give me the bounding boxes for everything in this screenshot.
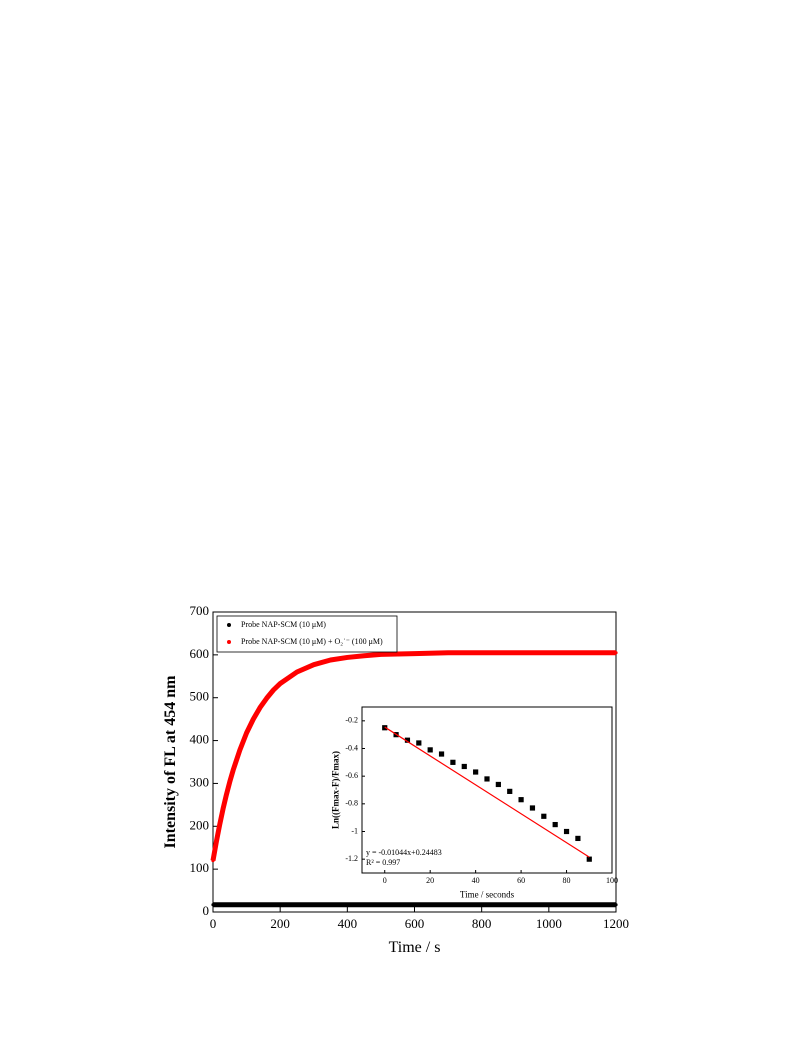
data-point bbox=[541, 813, 547, 819]
data-point bbox=[586, 856, 592, 862]
data-point bbox=[312, 903, 316, 907]
x-tick-label: 1200 bbox=[603, 916, 629, 931]
x-tick-label: 400 bbox=[338, 916, 358, 931]
y-tick-label: -1.2 bbox=[345, 854, 358, 863]
y-tick-label: -0.8 bbox=[345, 799, 358, 808]
data-point bbox=[412, 651, 417, 656]
annotation: y = -0.01044x+0.24483 bbox=[366, 848, 442, 857]
data-point bbox=[614, 651, 618, 655]
y-tick-label: 100 bbox=[190, 860, 210, 875]
data-point bbox=[211, 858, 215, 863]
data-point bbox=[238, 748, 242, 752]
data-point bbox=[345, 655, 349, 660]
data-point bbox=[547, 651, 551, 655]
x-tick-label: 20 bbox=[426, 876, 434, 885]
data-point bbox=[614, 903, 618, 907]
legend-marker bbox=[227, 640, 231, 644]
data-point bbox=[513, 651, 517, 655]
data-point bbox=[427, 747, 433, 753]
data-point bbox=[295, 670, 299, 674]
x-tick-label: 200 bbox=[270, 916, 290, 931]
data-point bbox=[244, 903, 249, 907]
data-point bbox=[258, 705, 262, 710]
data-point bbox=[484, 776, 490, 782]
data-point bbox=[228, 780, 232, 784]
x-tick-label: 0 bbox=[210, 916, 217, 931]
data-point bbox=[224, 792, 229, 797]
y-tick-label: -0.6 bbox=[345, 771, 358, 780]
data-point bbox=[412, 903, 417, 907]
data-point bbox=[507, 788, 513, 794]
x-tick-label: 800 bbox=[472, 916, 492, 931]
y-axis-label: Ln((Fmax-F)/Fmax) bbox=[330, 751, 340, 829]
legend-label: Probe NAP-SCM (10 μM) bbox=[241, 620, 326, 629]
data-point bbox=[379, 652, 383, 657]
y-tick-label: 700 bbox=[190, 603, 210, 618]
data-point bbox=[446, 903, 450, 907]
data-point bbox=[416, 740, 422, 746]
data-point bbox=[404, 737, 411, 743]
data-point bbox=[529, 805, 536, 811]
data-point bbox=[218, 822, 222, 827]
legend-box bbox=[216, 615, 398, 653]
data-point bbox=[362, 654, 366, 658]
data-point bbox=[480, 651, 484, 655]
data-point bbox=[271, 688, 276, 692]
data-point bbox=[345, 903, 349, 907]
x-tick-label: 40 bbox=[472, 876, 480, 885]
y-tick-label: 400 bbox=[190, 732, 210, 747]
legend-marker bbox=[227, 623, 231, 627]
fit-line bbox=[384, 726, 590, 858]
y-tick-label: 0 bbox=[203, 903, 210, 918]
data-point bbox=[518, 797, 524, 803]
x-tick-label: 600 bbox=[405, 916, 425, 931]
x-axis-label: Time / s bbox=[389, 939, 441, 956]
data-point bbox=[473, 769, 479, 775]
data-point bbox=[461, 763, 467, 770]
y-tick-label: 600 bbox=[190, 646, 210, 661]
data-point bbox=[312, 663, 316, 667]
x-tick-label: 1000 bbox=[536, 916, 562, 931]
x-axis-label: Time / seconds bbox=[460, 889, 515, 899]
y-tick-label: 500 bbox=[190, 689, 210, 704]
data-point bbox=[251, 717, 255, 721]
data-point bbox=[231, 768, 235, 772]
y-axis-label: Intensity of FL at 454 nm bbox=[162, 675, 179, 849]
y-tick-label: 200 bbox=[190, 817, 210, 832]
x-tick-label: 80 bbox=[563, 876, 571, 885]
data-point bbox=[328, 658, 333, 662]
data-point bbox=[265, 696, 269, 700]
x-tick-label: 0 bbox=[383, 876, 387, 885]
data-point bbox=[446, 651, 450, 655]
data-point bbox=[379, 903, 383, 907]
y-tick-label: 300 bbox=[190, 774, 210, 789]
data-point bbox=[575, 835, 581, 842]
y-tick-label: -0.4 bbox=[345, 743, 358, 752]
data-point bbox=[244, 731, 249, 735]
data-point bbox=[580, 903, 585, 907]
legend-label: Probe NAP-SCM (10 μM) + O₂˙⁻ (100 μM) bbox=[241, 637, 383, 646]
data-point bbox=[278, 681, 282, 686]
data-point bbox=[211, 903, 215, 907]
data-point bbox=[221, 807, 225, 811]
data-point bbox=[495, 781, 501, 788]
x-tick-label: 100 bbox=[606, 876, 618, 885]
data-point bbox=[547, 903, 551, 907]
data-point bbox=[214, 840, 218, 844]
data-point bbox=[438, 751, 445, 757]
data-point bbox=[513, 903, 517, 907]
data-point bbox=[480, 903, 484, 907]
y-tick-label: -1 bbox=[351, 826, 358, 835]
y-tick-label: -0.2 bbox=[345, 716, 358, 725]
x-tick-label: 60 bbox=[517, 876, 525, 885]
annotation: R² = 0.997 bbox=[366, 858, 400, 867]
data-point bbox=[552, 821, 558, 828]
data-point bbox=[278, 903, 282, 907]
data-point bbox=[580, 651, 585, 655]
data-point bbox=[450, 759, 456, 765]
data-point bbox=[563, 828, 570, 835]
